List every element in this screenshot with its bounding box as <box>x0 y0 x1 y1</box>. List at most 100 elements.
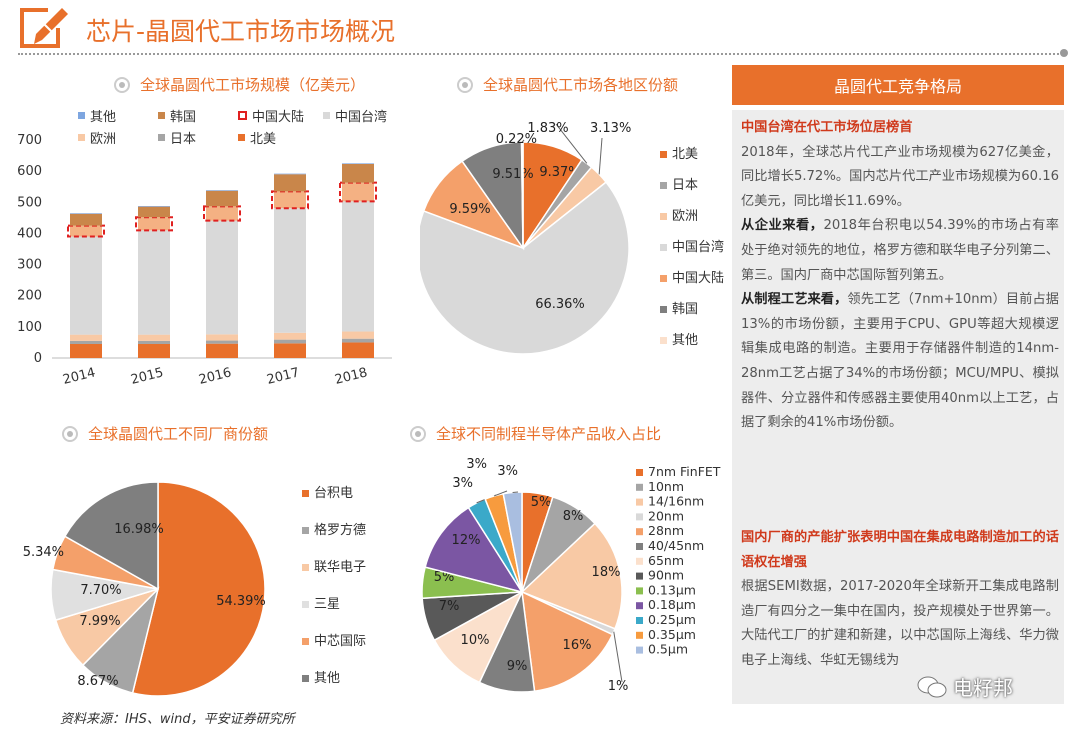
x-tick-label: 2015 <box>129 365 165 388</box>
legend-label: 北美 <box>250 132 277 147</box>
legend-swatch <box>636 557 643 565</box>
bar-2015-series-6 <box>138 206 170 207</box>
bullet-icon <box>457 76 473 93</box>
bar-2018-series-2 <box>342 331 374 339</box>
y-tick-label: 300 <box>17 258 42 273</box>
legend-item: 北美 <box>238 128 276 147</box>
bar-2015-series-1 <box>138 340 170 344</box>
pie-leader-line <box>493 490 508 497</box>
pie-value-label: 16% <box>563 638 592 653</box>
bar-2017-series-1 <box>274 339 306 344</box>
legend-label: 20nm <box>648 508 684 523</box>
bullet-icon <box>114 76 130 93</box>
pie-leader-line <box>521 139 525 143</box>
legend-swatch <box>636 602 643 610</box>
bar-2015-series-4 <box>138 217 170 231</box>
y-tick-label: 400 <box>17 226 42 241</box>
bar-2018-series-1 <box>342 338 374 343</box>
pie-chart-process-share: 5%8%18%1%16%9%10%7%5%12%3%3% 3% 7nm FinFET… <box>421 457 721 694</box>
legend-swatch <box>660 182 667 189</box>
pie-slice-0-18-m-9 <box>424 506 524 594</box>
legend-label: 其他 <box>90 110 117 125</box>
edit-pencil-icon <box>20 8 68 48</box>
source-note: 资料来源：IHS、wind，平安证券研究所 <box>60 712 295 727</box>
legend-label: 日本 <box>672 178 698 193</box>
legend-label: 台积电 <box>314 486 353 501</box>
bar-2014-series-2 <box>70 334 102 341</box>
bar-2016-series-4 <box>206 206 238 221</box>
legend-swatch <box>78 112 85 119</box>
bar-2014-series-4 <box>70 225 102 237</box>
pie-value-label: 5.34% <box>23 545 64 560</box>
legend-label: 中国大陆 <box>672 270 724 286</box>
pie-slice-item-0 <box>131 481 266 697</box>
sidebar-header: 晶圆代工竞争格局 <box>732 65 1064 105</box>
y-tick-label: 200 <box>17 289 42 304</box>
legend-label: 其他 <box>314 671 340 686</box>
pie-value-label: 7% <box>439 599 460 614</box>
legend-swatch <box>158 112 165 119</box>
legend-label: 0.5μm <box>648 642 688 657</box>
legend-swatch <box>660 337 667 344</box>
legend-label: 格罗方德 <box>314 522 366 538</box>
bar-2015-series-5 <box>138 206 170 218</box>
pie-value-label: 1% <box>608 679 629 694</box>
pie-leader-line <box>613 631 623 683</box>
legend-label: 北美 <box>672 147 698 162</box>
pie-value-label: 10% <box>461 633 490 648</box>
chart-market-size-title-text: 全球晶圆代工市场规模（亿美元） <box>140 76 366 94</box>
legend-item: 韩国 <box>158 106 196 125</box>
bar-2016-series-0 <box>206 343 238 358</box>
legend-swatch <box>660 151 667 158</box>
x-tick-label: 2014 <box>61 365 97 388</box>
sidebar-section-2: 国内厂商的产能扩张表明中国在集成电路制造加工的话语权在增强 根据SEMI数据，2… <box>741 526 1059 674</box>
pie-value-label: 16.98% <box>114 522 164 537</box>
bar-2017-series-0 <box>274 343 306 358</box>
chart-region-share-title: 全球晶圆代工市场各地区份额 <box>457 74 678 95</box>
legend-item: 中国台湾 <box>323 106 387 125</box>
bar-2018-series-4 <box>342 182 374 202</box>
y-tick-label: 0 <box>34 351 42 366</box>
legend-swatch <box>636 587 643 595</box>
legend-label: 0.18μm <box>648 597 696 612</box>
legend-label: 联华电子 <box>314 560 366 575</box>
legend-label: 日本 <box>170 132 197 147</box>
chart-region-share-title-text: 全球晶圆代工市场各地区份额 <box>483 76 679 94</box>
bar-chart-market-size: 0 100 200 300 400 500 600 700 2014 2015 2016 2017 20… <box>17 133 392 388</box>
legend-label: 中国台湾 <box>672 239 724 255</box>
legend-swatch <box>636 617 643 624</box>
chart-vendor-share-title: 全球晶圆代工不同厂商份额 <box>62 423 268 444</box>
legend-swatch <box>636 483 643 491</box>
pie-chart-region-share: 9.37%1.83% 3.13%66.36%9.59%9.51%0.22%北美日本… <box>420 121 724 355</box>
bar-2015-series-3 <box>138 230 170 335</box>
pie-value-label: 12% <box>452 533 481 548</box>
legend-item: 日本 <box>158 128 196 147</box>
sidebar-paragraph-semi: 根据SEMI数据，2017-2020年全球新开工集成电路制造厂有四分之一集中在国… <box>741 579 1059 668</box>
bar-2018-series-5 <box>342 163 374 183</box>
pie-value-label: 9.59% <box>449 202 490 217</box>
legend-label: 14/16nm <box>648 494 704 509</box>
bar-2017-series-2 <box>274 332 306 340</box>
legend-label: 7nm FinFET <box>648 464 721 479</box>
sidebar-paragraph-market: 2018年，全球芯片代工产业市场规模为627亿美金，同比增长5.72%。国内芯片… <box>741 144 1059 209</box>
x-tick-label: 2018 <box>333 365 369 388</box>
legend-swatch <box>636 572 643 580</box>
pie-value-label: 5% <box>531 495 552 510</box>
bar-2018-series-3 <box>342 201 374 332</box>
watermark: 电籽邦 <box>917 672 1013 701</box>
sidebar-text-enterprise: 2018年台积电以54.39%的市场占有率处于绝对领先的地位，格罗方德和联华电子… <box>741 218 1059 283</box>
legend-label: 中国台湾 <box>335 110 388 125</box>
bar-2016-series-3 <box>206 220 238 335</box>
bar-2015-series-2 <box>138 334 170 341</box>
legend-label: 其他 <box>672 333 698 348</box>
sidebar-paragraph-enterprise: 从企业来看，2018年台积电以54.39%的市场占有率处于绝对领先的地位，格罗方… <box>741 214 1059 288</box>
bar-2014-series-6 <box>70 213 102 214</box>
pie-value-label: 7.70% <box>80 583 121 598</box>
pie-leader-line <box>598 137 603 175</box>
legend-label: 韩国 <box>170 110 197 125</box>
legend-swatch <box>660 244 667 251</box>
legend-swatch <box>302 675 309 682</box>
bar-2017-series-4 <box>274 191 306 209</box>
legend-label: 韩国 <box>672 302 698 317</box>
pie-value-label: 66.36% <box>535 297 585 312</box>
